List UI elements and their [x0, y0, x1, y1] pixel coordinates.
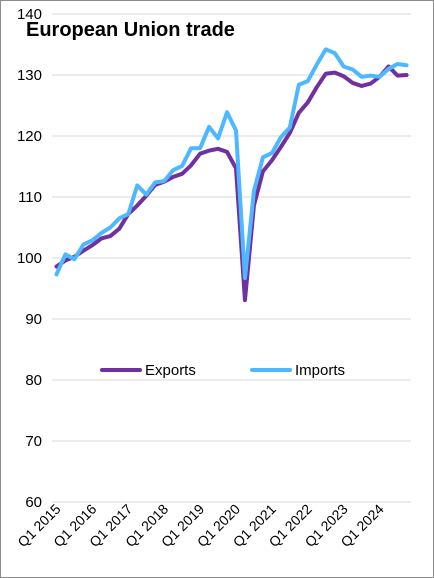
chart-title: European Union trade: [26, 19, 235, 41]
gridlines: [52, 13, 411, 503]
series-line-imports: [54, 47, 409, 281]
y-tick-label: 90: [25, 311, 42, 328]
y-tick-label: 60: [25, 494, 42, 511]
y-tick-label: 120: [17, 128, 42, 145]
legend-label-imports: Imports: [295, 362, 345, 379]
y-tick-label: 100: [17, 250, 42, 267]
y-tick-label: 70: [25, 433, 42, 450]
legend: Exports Imports: [100, 362, 345, 379]
y-axis-ticks: 60 70 80 90 100 110 120 130 140: [17, 6, 42, 511]
y-tick-label: 80: [25, 372, 42, 389]
series-lines: [54, 47, 409, 303]
legend-label-exports: Exports: [145, 362, 196, 379]
y-tick-label: 110: [18, 189, 42, 206]
series-line-exports: [54, 64, 409, 303]
y-tick-label: 130: [17, 67, 42, 84]
y-tick-label: 140: [17, 6, 42, 23]
